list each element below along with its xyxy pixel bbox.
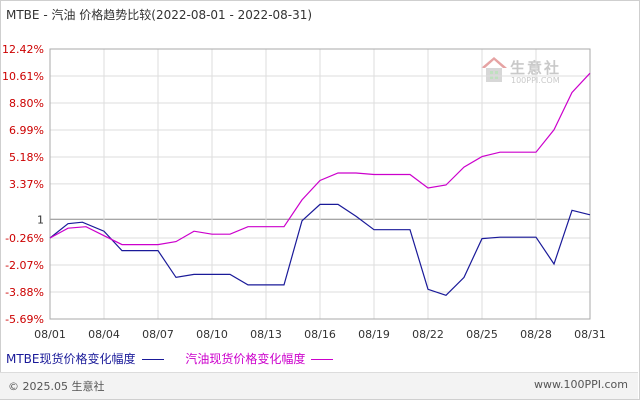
y-tick-label: 6.99% [9,124,44,137]
house-logo-icon [481,57,507,82]
x-tick-label: 08/13 [250,328,282,341]
x-tick-label: 08/25 [466,328,498,341]
site-link[interactable]: www.100PPI.com [534,378,628,391]
x-tick-label: 08/01 [34,328,66,341]
x-tick-label: 08/31 [574,328,606,341]
y-tick-label: 5.18% [9,151,44,164]
chart-title: MTBE - 汽油 价格趋势比较(2022-08-01 - 2022-08-31… [6,8,313,22]
legend: MTBE现货价格变化幅度 汽油现货价格变化幅度 [6,350,351,367]
y-tick-label: 12.42% [2,43,44,56]
x-axis-labels: 08/01 08/04 08/07 08/10 08/13 08/16 08/19 08/22… [34,328,606,341]
x-tick-label: 08/04 [88,328,120,341]
line-chart: 12.42% 10.61% 8.80% 6.99% 5.18% 3.37% 1 -0.26% -… [2,43,606,341]
y-tick-label: 10.61% [2,70,44,83]
copyright-text: © 2025.05 生意社 [8,380,105,393]
watermark-url: 100PPI.COM [511,76,560,85]
x-tick-label: 08/10 [196,328,228,341]
legend-item-gasoline: 汽油现货价格变化幅度 [185,350,334,367]
legend-item-mtbe: MTBE现货价格变化幅度 [6,350,164,367]
watermark-name: 生意社 [510,59,562,77]
y-tick-label: 3.37% [9,178,44,191]
legend-swatch-mtbe [141,359,164,360]
y-tick-label: -5.69% [5,313,44,326]
chart-series [49,72,591,296]
y-tick-label: -2.07% [5,259,44,272]
footer: © 2025.05 生意社 www.100PPI.com [0,372,638,399]
y-tick-label: -0.26% [5,232,44,245]
chart-axes [49,48,591,320]
x-tick-label: 08/07 [142,328,174,341]
y-tick-label: 1 [37,213,44,226]
legend-swatch-gasoline [311,359,334,360]
x-tick-label: 08/16 [304,328,336,341]
series-line-gasoline [49,72,591,246]
y-tick-label: 8.80% [9,97,44,110]
plot-border [49,48,591,320]
legend-label-gasoline: 汽油现货价格变化幅度 [185,352,306,366]
y-axis-labels: 12.42% 10.61% 8.80% 6.99% 5.18% 3.37% 1 -0.26% -… [2,43,44,326]
x-tick-label: 08/22 [412,328,444,341]
chart-grid [49,48,591,320]
series-line-mtbe [49,203,591,296]
watermark: 生意社 100PPI.COM [480,55,590,91]
x-tick-label: 08/19 [358,328,390,341]
x-tick-label: 08/28 [520,328,552,341]
y-tick-label: -3.88% [5,286,44,299]
legend-label-mtbe: MTBE现货价格变化幅度 [6,352,136,366]
